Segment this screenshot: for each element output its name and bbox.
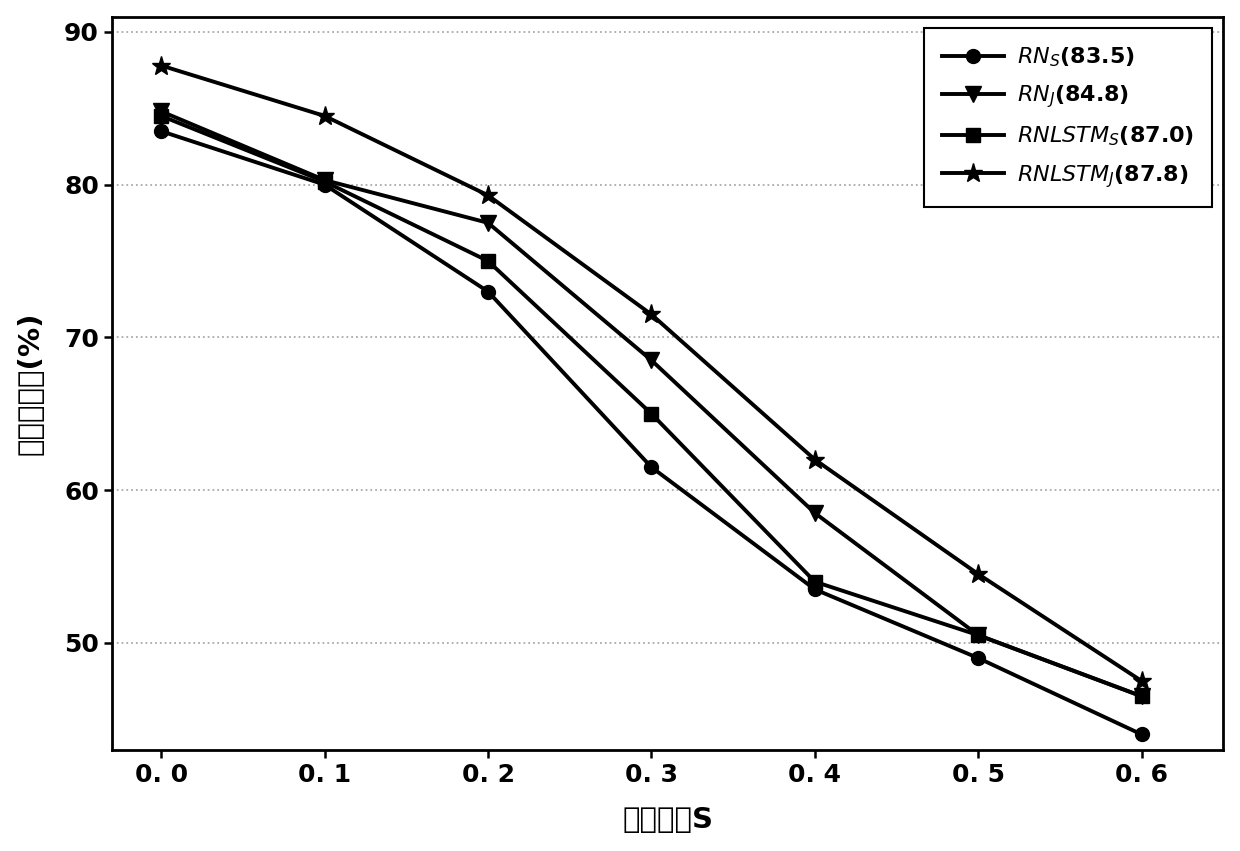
X-axis label: 遥挡比例S: 遥挡比例S: [622, 807, 713, 834]
Legend: $\mathit{RN_S}$(83.5), $\mathit{RN_J}$(84.8), $\mathit{RNLSTM_S}$(87.0), $\mathi: $\mathit{RN_S}$(83.5), $\mathit{RN_J}$(8…: [924, 28, 1213, 208]
Y-axis label: 第一匹配率(%): 第一匹配率(%): [16, 311, 45, 455]
